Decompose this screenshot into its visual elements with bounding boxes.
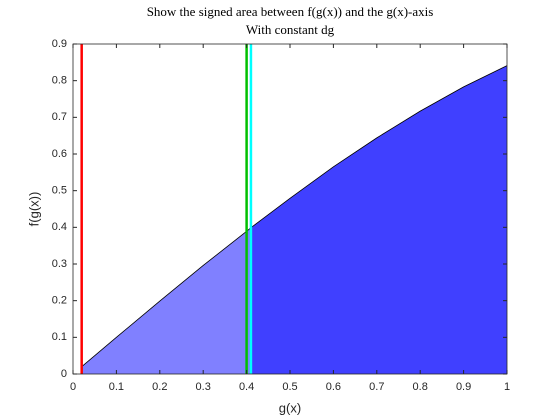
y-tick-label: 0.9 [52,38,67,50]
y-tick-label: 0.2 [52,295,67,307]
area-region [81,227,251,374]
x-tick-label: 0.3 [196,381,211,393]
y-tick-label: 0 [61,368,67,380]
area-region [250,65,507,374]
y-tick-label: 0.8 [52,75,67,87]
x-tick-label: 0 [70,381,76,393]
y-axis-label: f(g(x)) [26,192,41,227]
x-tick-label: 0.9 [456,381,471,393]
chart-subtitle: With constant dg [246,22,335,37]
curve [81,65,508,367]
y-tick-label: 0.3 [52,258,67,270]
x-tick-label: 0.6 [326,381,341,393]
y-tick-label: 0.6 [52,148,67,160]
x-tick-label: 1 [504,381,510,393]
y-tick-label: 0.1 [52,331,67,343]
chart-title: Show the signed area between f(g(x)) and… [147,4,434,19]
x-tick-label: 0.8 [413,381,428,393]
y-tick-label: 0.7 [52,111,67,123]
x-tick-label: 0.4 [239,381,254,393]
x-tick-label: 0.1 [109,381,124,393]
y-tick-label: 0.4 [52,221,67,233]
x-tick-label: 0.7 [369,381,384,393]
x-tick-label: 0.5 [282,381,297,393]
x-axis-label: g(x) [279,400,301,415]
y-tick-label: 0.5 [52,185,67,197]
x-tick-label: 0.2 [152,381,167,393]
